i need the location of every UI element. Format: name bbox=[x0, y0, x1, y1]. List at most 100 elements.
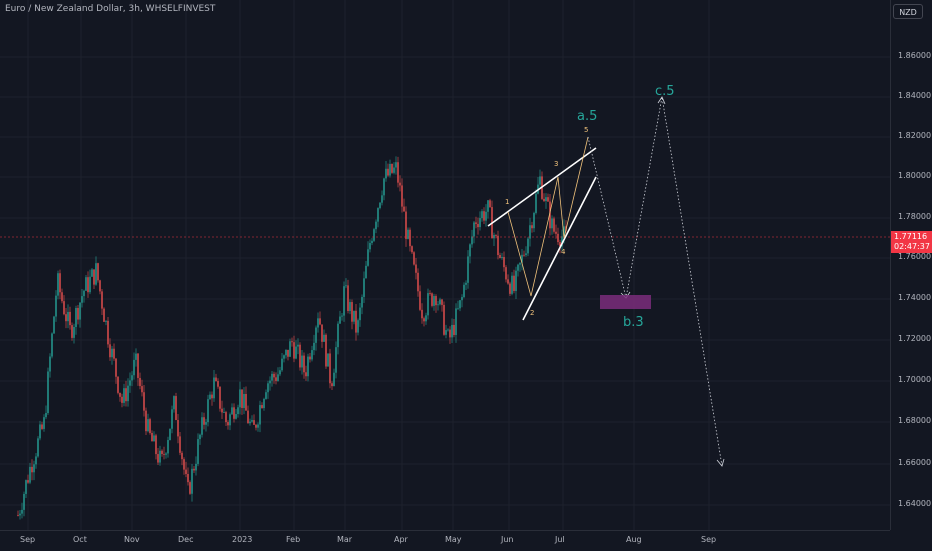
candle-body bbox=[497, 235, 499, 255]
candle-body bbox=[269, 380, 271, 384]
candle-body bbox=[71, 325, 73, 338]
candle-body bbox=[261, 405, 263, 409]
candle-body bbox=[289, 341, 291, 357]
time-tick: Aug bbox=[626, 535, 642, 544]
candle-body bbox=[237, 407, 239, 415]
candle-body bbox=[379, 202, 381, 209]
candle-body bbox=[293, 342, 295, 359]
candle-body bbox=[503, 257, 505, 268]
price-axis[interactable]: 1.86000 1.84000 1.82000 1.80000 1.78000 1.760… bbox=[890, 0, 932, 530]
candle-body bbox=[213, 377, 215, 399]
candle-body bbox=[23, 493, 25, 510]
candle-body bbox=[319, 318, 321, 325]
candle-body bbox=[109, 344, 111, 358]
candle-body bbox=[183, 459, 185, 470]
candle-body bbox=[75, 307, 77, 327]
candle-body bbox=[49, 356, 51, 372]
candle-body bbox=[61, 292, 63, 302]
symbol-title[interactable]: Euro / New Zealand Dollar, 3h, WHSELFINV… bbox=[5, 4, 216, 14]
candle-body bbox=[553, 218, 555, 232]
arrow-c5 bbox=[657, 96, 666, 105]
candle-body bbox=[43, 417, 45, 429]
candle-body bbox=[279, 370, 281, 375]
candle-body bbox=[549, 201, 551, 229]
candle-body bbox=[405, 211, 407, 239]
candle-body bbox=[445, 330, 447, 335]
candle-body bbox=[543, 198, 545, 202]
candle-body bbox=[37, 438, 39, 457]
candle-body bbox=[307, 356, 309, 377]
candle-body bbox=[563, 226, 565, 237]
candle-body bbox=[79, 302, 81, 320]
time-tick: Feb bbox=[286, 535, 301, 544]
candle-body bbox=[47, 371, 49, 414]
candle-body bbox=[133, 359, 135, 376]
candle-body bbox=[129, 380, 131, 386]
candle-body bbox=[453, 324, 455, 335]
candle-body bbox=[287, 349, 289, 357]
price-chart[interactable]: a.5 c.5 b.3 1 2 3 4 5 bbox=[0, 0, 890, 530]
candle-body bbox=[95, 263, 97, 285]
time-axis[interactable]: Sep Oct Nov Dec 2023 Feb Mar Apr May Jun Jul Aug Sep bbox=[0, 530, 890, 551]
candle-body bbox=[59, 273, 61, 293]
time-tick: Jul bbox=[555, 535, 565, 544]
candle-body bbox=[555, 231, 557, 234]
candle-body bbox=[429, 293, 431, 294]
price-tick: 1.66000 bbox=[898, 458, 932, 467]
chart-area[interactable]: a.5 c.5 b.3 1 2 3 4 5 Euro / New Zealand… bbox=[0, 0, 890, 530]
candle-body bbox=[315, 327, 317, 343]
candle-body bbox=[123, 388, 125, 403]
candle-body bbox=[143, 392, 145, 411]
candle-body bbox=[17, 515, 19, 516]
candle-body bbox=[397, 162, 399, 183]
candle-body bbox=[211, 394, 213, 399]
candle-body bbox=[373, 229, 375, 241]
currency-badge[interactable]: NZD bbox=[893, 4, 923, 19]
candle-body bbox=[169, 428, 171, 441]
candle-body bbox=[473, 222, 475, 237]
candle-body bbox=[231, 407, 233, 415]
candle-body bbox=[263, 398, 265, 409]
wave-label-b3: b.3 bbox=[623, 315, 644, 330]
candle-body bbox=[73, 326, 75, 338]
candle-body bbox=[501, 257, 503, 258]
candle-body bbox=[91, 269, 93, 277]
time-tick: May bbox=[445, 535, 462, 544]
candle-body bbox=[465, 282, 467, 285]
candle-body bbox=[481, 211, 483, 219]
candle-body bbox=[65, 314, 67, 322]
candle-body bbox=[399, 182, 401, 186]
candle-body bbox=[273, 373, 275, 378]
candle-body bbox=[53, 316, 55, 334]
candle-body bbox=[325, 334, 327, 367]
candle-body bbox=[513, 275, 515, 292]
candle-body bbox=[253, 420, 255, 425]
candle-body bbox=[345, 285, 347, 287]
candle-body bbox=[329, 353, 331, 384]
candle-body bbox=[35, 456, 37, 465]
wave-number-3: 3 bbox=[554, 160, 558, 168]
candle-body bbox=[299, 344, 301, 368]
candle-body bbox=[533, 212, 535, 229]
candle-body bbox=[337, 323, 339, 348]
candle-body bbox=[389, 163, 391, 176]
candle-body bbox=[93, 269, 95, 285]
candle-body bbox=[255, 424, 257, 428]
candle-body bbox=[207, 399, 209, 423]
candle-body bbox=[339, 316, 341, 324]
price-tick: 1.68000 bbox=[898, 416, 932, 425]
candle-body bbox=[117, 376, 119, 393]
candle-body bbox=[375, 221, 377, 230]
candle-body bbox=[239, 389, 241, 408]
wedge-upper-line bbox=[487, 147, 597, 227]
time-tick: Oct bbox=[73, 535, 87, 544]
candle-body bbox=[199, 434, 201, 440]
projection-path bbox=[587, 96, 723, 467]
price-tick: 1.64000 bbox=[898, 499, 932, 508]
time-tick: Mar bbox=[337, 535, 353, 544]
candle-body bbox=[511, 275, 513, 294]
candle-body bbox=[163, 453, 165, 455]
candle-body bbox=[63, 301, 65, 315]
candle-body bbox=[457, 308, 459, 310]
candle-body bbox=[89, 276, 91, 293]
